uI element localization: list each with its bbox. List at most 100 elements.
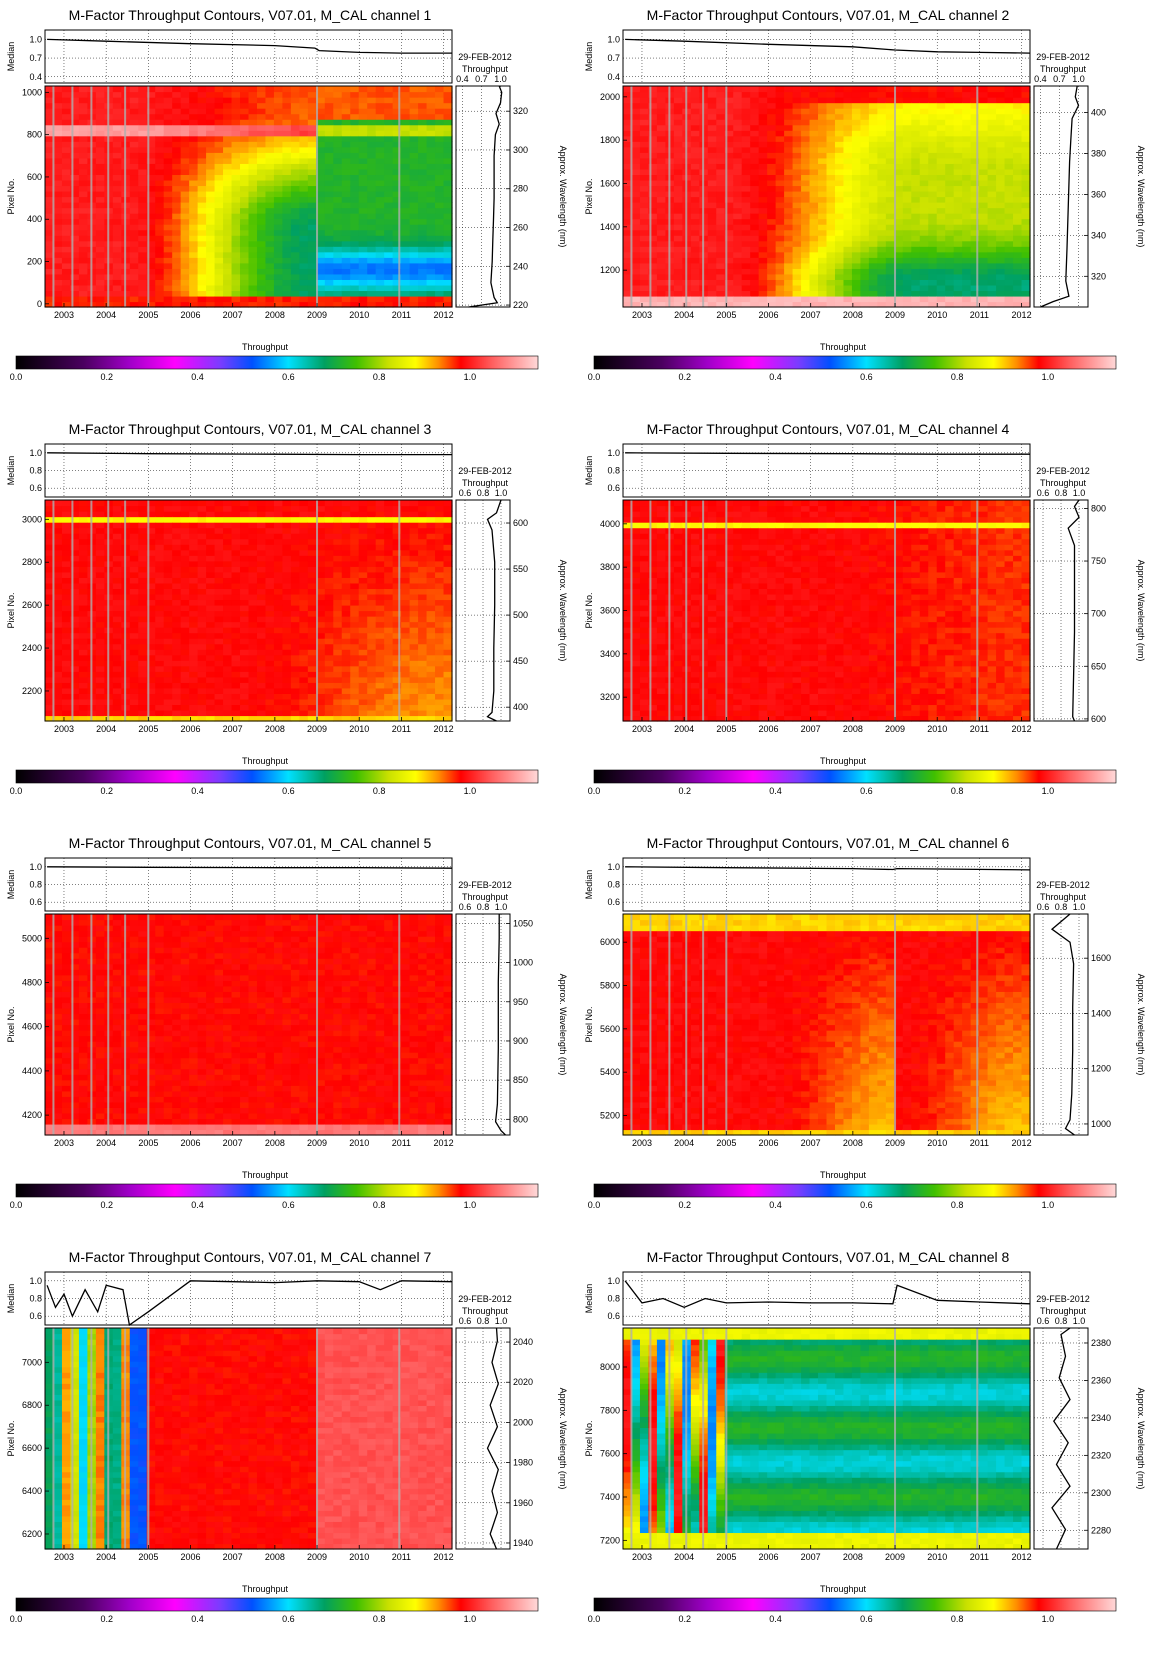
y-tick-label: 1400 [600,222,620,232]
heatmap-cell [392,119,402,126]
heatmap-cell [996,202,1006,209]
heatmap-cell [758,235,768,242]
heatmap-cell [70,544,80,551]
heatmap-cell [129,213,139,220]
heatmap-cell [716,102,726,109]
x-tick-label: 2008 [265,310,285,320]
heatmap-cell [324,284,334,292]
heatmap-cell [885,130,895,137]
heatmap-cell [690,279,700,286]
heatmap-cell [223,146,233,153]
heatmap-cell [392,213,402,220]
heatmap-cell [172,610,182,617]
heatmap-cell [146,616,156,623]
heatmap-cell [180,179,190,187]
chart-svg: M-Factor Throughput Contours, V07.01, M_… [6,421,568,796]
heatmap-cell [231,97,241,104]
heatmap-cell [95,516,105,523]
heatmap-cell [443,229,453,236]
heatmap-cell [979,157,989,164]
heatmap-cell [53,196,63,203]
heatmap-cell [673,157,683,164]
heatmap-cell [741,273,751,280]
heatmap-cell [426,218,436,225]
heatmap-cell [324,301,334,308]
heatmap-cell [928,273,938,280]
heatmap-cell [936,240,946,247]
heatmap-cell [163,240,173,247]
heatmap-cell [987,141,997,148]
heatmap-cell [919,108,929,115]
heatmap-cell [801,301,811,308]
heatmap-cell [223,113,233,120]
heatmap-cell [970,301,980,308]
heatmap-cell [180,676,190,683]
heatmap-cell [180,621,190,628]
heatmap-cell [418,295,428,303]
heatmap-cell [979,251,989,258]
heatmap-cell [733,301,743,308]
heatmap-cell [894,168,904,176]
heatmap-cell [95,119,105,126]
heatmap-cell [240,102,250,109]
heatmap-cell [809,146,819,153]
heatmap-cell [868,301,878,308]
heatmap-cell [741,290,751,297]
heatmap-cell [801,86,811,93]
heatmap-cell [299,86,309,93]
heatmap-cell [324,124,334,131]
heatmap-cell [78,566,88,573]
heatmap-cell [240,709,250,717]
heatmap-cell [282,157,292,164]
heatmap-cell [648,301,658,308]
heatmap-cell [146,709,156,717]
heatmap-cell [146,218,156,225]
heatmap-cell [656,196,666,203]
heatmap-cell [648,246,658,253]
heatmap-cell [792,86,802,93]
heatmap-cell [690,295,700,303]
heatmap-cell [214,295,224,303]
heatmap-cell [826,273,836,280]
heatmap-cell [214,257,224,264]
heatmap-cell [435,174,445,181]
heatmap-cell [324,257,334,264]
heatmap-cell [256,257,267,264]
heatmap-cell [70,196,80,203]
heatmap-cell [401,202,411,209]
heatmap-cell [189,124,199,131]
heatmap-cell [45,290,55,297]
heatmap-cell [868,213,878,220]
heatmap-cell [146,196,156,203]
heatmap-cell [375,185,385,192]
heatmap-cell [690,246,700,253]
heatmap-cell [324,207,334,214]
heatmap-cell [936,146,946,153]
heatmap-cell [707,202,717,209]
heatmap-cell [919,279,929,286]
heatmap-cell [307,224,317,231]
heatmap-cell [656,251,666,258]
heatmap-cell [656,284,666,292]
heatmap-cell [163,687,173,694]
heatmap-cell [792,229,802,236]
heatmap-cell [741,224,751,231]
heatmap-cell [341,246,351,253]
heatmap-cell [231,202,241,209]
heatmap-cell [673,97,683,104]
heatmap-cell [945,102,955,109]
x-tick-label: 2011 [970,310,989,320]
heatmap-cell [138,676,148,683]
heatmap-cell [409,135,419,142]
heatmap-cell [631,284,641,292]
heatmap-cell [792,240,802,247]
heatmap-cell [53,544,63,551]
heatmap-cell [256,185,267,192]
heatmap-cell [265,251,275,258]
heatmap-cell [341,218,351,225]
heatmap-cell [129,566,139,573]
heatmap-cell [172,279,182,286]
heatmap-cell [299,130,309,137]
heatmap-cell [112,599,122,606]
heatmap-cell [426,102,436,109]
